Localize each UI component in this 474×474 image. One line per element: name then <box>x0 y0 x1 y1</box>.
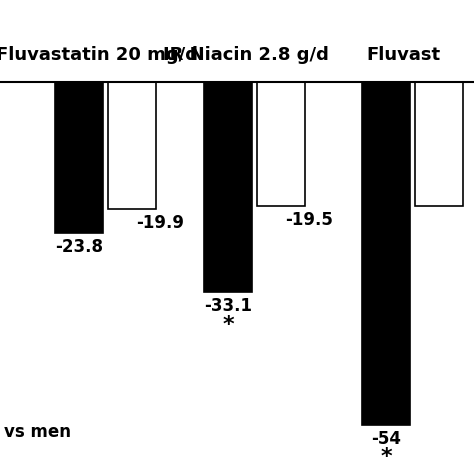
Text: Fluvastatin 20 mg/d: Fluvastatin 20 mg/d <box>0 46 198 64</box>
Text: vs men: vs men <box>4 423 72 441</box>
Text: -54: -54 <box>371 430 401 448</box>
Bar <box>415 82 463 206</box>
Bar <box>362 82 410 425</box>
Bar <box>204 82 252 292</box>
Text: -23.8: -23.8 <box>55 238 103 256</box>
Bar <box>257 82 305 206</box>
Bar <box>108 82 156 209</box>
Text: *: * <box>222 315 234 335</box>
Text: *: * <box>381 447 392 467</box>
Text: -19.5: -19.5 <box>285 211 333 229</box>
Text: -33.1: -33.1 <box>204 297 252 315</box>
Text: IR Niacin 2.8 g/d: IR Niacin 2.8 g/d <box>163 46 328 64</box>
Bar <box>55 82 103 233</box>
Text: -19.9: -19.9 <box>136 214 184 232</box>
Text: Fluvast: Fluvast <box>367 46 441 64</box>
